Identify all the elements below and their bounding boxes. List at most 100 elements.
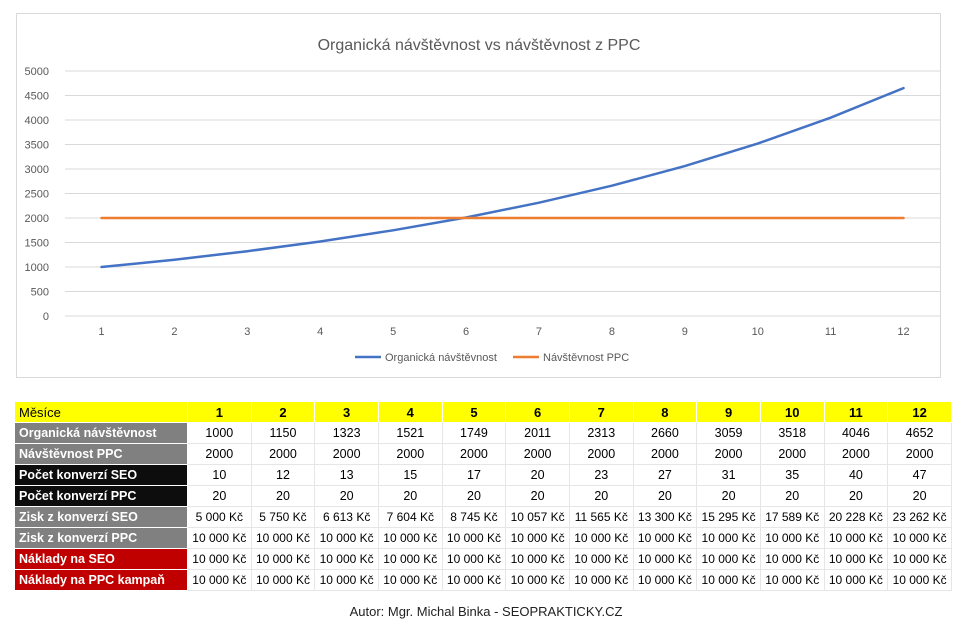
table-cell: 1521 [377, 422, 443, 444]
month-header-cell: 7 [568, 401, 634, 423]
month-header-cell: 1 [187, 401, 252, 423]
table-cell: 10 000 Kč [759, 527, 825, 549]
x-tick-label: 10 [752, 326, 764, 338]
month-header-cell: 8 [632, 401, 698, 423]
table-row: Návštěvnost PPC 2000 2000 2000 2000 2000 2000 2… [14, 443, 952, 465]
table-header-row: Měsíce 1 2 3 4 5 6 7 8 9 10 11 12 [14, 401, 952, 423]
row-label: Návštěvnost PPC [14, 443, 188, 465]
table-cell: 35 [759, 464, 825, 486]
table-cell: 2000 [887, 443, 952, 465]
table-cell: 10 000 Kč [632, 569, 698, 591]
table-cell: 10 000 Kč [187, 548, 252, 570]
month-header-cell: 9 [696, 401, 761, 423]
month-header-cell: 5 [441, 401, 507, 423]
table-cell: 23 262 Kč [887, 506, 952, 528]
table-cell: 47 [887, 464, 952, 486]
table-cell: 20 [823, 485, 889, 507]
table-cell: 5 750 Kč [250, 506, 316, 528]
table-cell: 2011 [505, 422, 570, 444]
y-tick-label: 4000 [25, 115, 49, 127]
table-cell: 7 604 Kč [377, 506, 443, 528]
y-tick-label: 4500 [25, 91, 49, 103]
month-header-cell: 10 [759, 401, 825, 423]
chart-title: Organická návštěvnost vs návštěvnost z P… [318, 37, 641, 54]
table-cell: 20 [187, 485, 252, 507]
row-label: Náklady na PPC kampaň [14, 569, 188, 591]
table-cell: 8 745 Kč [441, 506, 507, 528]
table-cell: 3059 [696, 422, 761, 444]
x-tick-label: 2 [171, 326, 177, 338]
table-cell: 10 000 Kč [759, 569, 825, 591]
table-row: Počet konverzí SEO 10 12 13 15 17 20 23 27 31 35 40… [14, 464, 952, 486]
x-tick-label: 1 [98, 326, 104, 338]
y-tick-label: 3500 [25, 140, 49, 152]
table-cell: 20 [377, 485, 443, 507]
line-chart: Organická návštěvnost vs návštěvnost z P… [25, 37, 940, 364]
table-cell: 2000 [377, 443, 443, 465]
table-cell: 10 000 Kč [632, 548, 698, 570]
x-tick-label: 4 [317, 326, 323, 338]
table-cell: 2660 [632, 422, 698, 444]
table-cell: 10 000 Kč [823, 527, 889, 549]
table-cell: 15 [377, 464, 443, 486]
table-cell: 10 000 Kč [377, 527, 443, 549]
table-cell: 20 [314, 485, 379, 507]
table-cell: 17 589 Kč [759, 506, 825, 528]
row-label: Náklady na SEO [14, 548, 188, 570]
table-cell: 10 000 Kč [505, 527, 570, 549]
table-row: Náklady na SEO 10 000 Kč 10 000 Kč 10 000 K… [14, 548, 952, 570]
table-cell: 10 000 Kč [568, 569, 634, 591]
chart-area: Organická návštěvnost vs návštěvnost z P… [16, 13, 941, 378]
table-cell: 13 300 Kč [632, 506, 698, 528]
x-tick-label: 11 [825, 326, 836, 338]
table-cell: 2000 [632, 443, 698, 465]
table-cell: 1323 [314, 422, 379, 444]
table-cell: 23 [568, 464, 634, 486]
table-cell: 31 [696, 464, 761, 486]
table-cell: 2000 [250, 443, 316, 465]
table-cell: 20 [632, 485, 698, 507]
table-cell: 5 000 Kč [187, 506, 252, 528]
row-label: Zisk z konverzí SEO [14, 506, 188, 528]
row-label: Zisk z konverzí PPC [14, 527, 188, 549]
row-label: Organická návštěvnost [14, 422, 188, 444]
table-cell: 20 [887, 485, 952, 507]
table-cell: 10 000 Kč [377, 569, 443, 591]
month-header-cell: 2 [250, 401, 316, 423]
legend-label: Návštěvnost PPC [543, 352, 629, 364]
table-cell: 20 228 Kč [823, 506, 889, 528]
table-cell: 10 000 Kč [187, 527, 252, 549]
table-cell: 10 000 Kč [441, 548, 507, 570]
row-label: Počet konverzí PPC [14, 485, 188, 507]
table-cell: 10 000 Kč [887, 527, 952, 549]
x-tick-label: 9 [682, 326, 688, 338]
table-cell: 10 000 Kč [696, 548, 761, 570]
table-cell: 10 000 Kč [250, 569, 316, 591]
table-cell: 10 000 Kč [823, 569, 889, 591]
y-tick-label: 2500 [25, 189, 49, 201]
table-cell: 10 000 Kč [823, 548, 889, 570]
row-label: Počet konverzí SEO [14, 464, 188, 486]
month-header-cell: 12 [887, 401, 952, 423]
table-cell: 2000 [823, 443, 889, 465]
table-cell: 2000 [187, 443, 252, 465]
table-row: Organická návštěvnost 1000 1150 1323 1521 174… [14, 422, 952, 444]
author-footer: Autor: Mgr. Michal Binka - SEOPRAKTICKY.… [349, 604, 623, 619]
table-cell: 10 000 Kč [314, 548, 379, 570]
table-row: Zisk z konverzí PPC 10 000 Kč 10 000 Kč 10 … [14, 527, 952, 549]
y-tick-label: 1000 [25, 262, 49, 274]
x-tick-label: 3 [244, 326, 250, 338]
table-cell: 11 565 Kč [568, 506, 634, 528]
table-cell: 10 000 Kč [377, 548, 443, 570]
table-cell: 10 000 Kč [696, 527, 761, 549]
month-header-cell: 4 [377, 401, 443, 423]
x-tick-label: 6 [463, 326, 469, 338]
table-cell: 20 [505, 485, 570, 507]
table-cell: 2000 [314, 443, 379, 465]
table-cell: 12 [250, 464, 316, 486]
table-cell: 2313 [568, 422, 634, 444]
table-cell: 1749 [441, 422, 507, 444]
table-cell: 1150 [250, 422, 316, 444]
table-cell: 20 [441, 485, 507, 507]
table-cell: 13 [314, 464, 379, 486]
